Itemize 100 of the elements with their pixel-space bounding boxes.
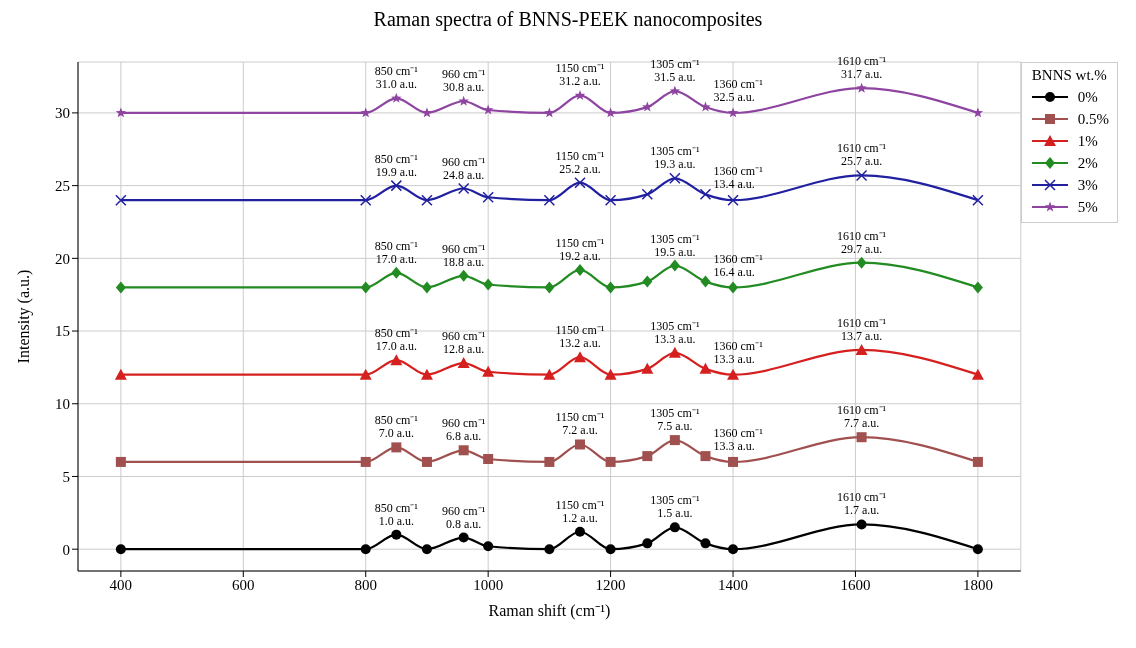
point <box>856 82 867 93</box>
point <box>728 544 739 555</box>
point <box>972 281 983 294</box>
legend-title: BNNS wt.% <box>1030 67 1108 84</box>
x-tick-label: 1800 <box>962 576 993 593</box>
point <box>359 368 372 380</box>
point <box>115 456 126 467</box>
point <box>574 176 586 189</box>
point <box>390 354 403 366</box>
x-tick-label: 1000 <box>473 576 504 593</box>
point <box>605 456 616 467</box>
point <box>391 442 402 453</box>
point <box>544 544 555 555</box>
point <box>458 269 469 282</box>
point <box>391 529 402 540</box>
point <box>700 101 711 112</box>
point <box>483 278 494 291</box>
point <box>115 107 127 118</box>
point <box>359 194 372 206</box>
point <box>856 519 867 530</box>
point <box>574 263 585 276</box>
point <box>972 456 983 467</box>
annotation: 1610 cm⁻¹ 13.7 a.u. <box>836 315 887 343</box>
point <box>543 194 556 206</box>
legend-label: 0% <box>1077 88 1098 106</box>
point <box>669 522 680 533</box>
legend-label: 2% <box>1077 154 1098 172</box>
point <box>971 368 984 380</box>
point <box>700 451 711 462</box>
annotation: 1610 cm⁻¹ 7.7 a.u. <box>836 403 887 431</box>
annotation: 1305 cm⁻¹ 19.5 a.u. <box>650 231 700 259</box>
annotation: 1150 cm⁻¹ 13.2 a.u. <box>555 323 605 351</box>
annotation: 850 cm⁻¹ 31.0 a.u. <box>374 64 419 92</box>
annotation: 1305 cm⁻¹ 1.5 a.u. <box>650 493 700 521</box>
point <box>856 256 867 269</box>
point <box>421 544 432 555</box>
point <box>115 194 127 206</box>
chart-title: Raman spectra of BNNS-PEEK nanocomposites <box>372 8 764 33</box>
point <box>391 92 402 103</box>
point <box>482 191 494 203</box>
y-tick-label: 0 <box>62 541 70 558</box>
point <box>642 451 653 462</box>
annotation: 1610 cm⁻¹ 25.7 a.u. <box>836 141 887 169</box>
point <box>605 544 616 555</box>
point <box>544 281 555 294</box>
point <box>669 259 680 272</box>
annotation: 850 cm⁻¹ 7.0 a.u. <box>374 413 419 441</box>
annotation: 960 cm⁻¹ 30.8 a.u. <box>442 67 486 95</box>
point <box>642 538 653 549</box>
point <box>574 439 585 450</box>
point <box>972 194 984 206</box>
x-tick-label: 600 <box>232 576 255 593</box>
point <box>669 172 681 185</box>
point <box>483 541 494 552</box>
point <box>421 281 432 294</box>
y-axis-title: Intensity (a.u.) <box>14 269 33 364</box>
annotation: 1150 cm⁻¹ 7.2 a.u. <box>555 410 605 438</box>
point <box>115 544 126 555</box>
point <box>458 445 469 456</box>
point <box>544 456 555 467</box>
annotation: 1360 cm⁻¹ 13.3 a.u. <box>713 338 764 366</box>
point <box>458 532 469 543</box>
legend-label: 5% <box>1077 198 1098 216</box>
y-tick-label: 15 <box>55 323 70 340</box>
annotation: 850 cm⁻¹ 17.0 a.u. <box>374 238 419 266</box>
legend-label: 0.5% <box>1077 110 1109 128</box>
annotation: 1610 cm⁻¹ 1.7 a.u. <box>836 490 887 518</box>
annotation: 960 cm⁻¹ 18.8 a.u. <box>442 241 486 269</box>
point <box>727 107 739 118</box>
point <box>457 182 470 195</box>
annotation: 850 cm⁻¹ 17.0 a.u. <box>374 326 419 354</box>
y-tick-label: 25 <box>55 177 70 194</box>
point <box>543 368 556 380</box>
point <box>604 368 617 380</box>
y-tick-label: 5 <box>62 468 70 485</box>
point <box>360 281 371 294</box>
point <box>390 179 403 192</box>
point <box>391 266 402 279</box>
point <box>855 169 868 182</box>
point <box>641 188 654 201</box>
point <box>727 368 740 380</box>
annotation: 1150 cm⁻¹ 1.2 a.u. <box>555 497 605 525</box>
point <box>855 343 868 355</box>
point <box>727 194 739 206</box>
legend-label: 3% <box>1077 176 1098 194</box>
point <box>421 456 432 467</box>
annotation: 850 cm⁻¹ 1.0 a.u. <box>374 500 419 528</box>
y-tick-label: 10 <box>55 396 70 413</box>
annotation: 1360 cm⁻¹ 13.3 a.u. <box>713 426 764 454</box>
x-axis-title: Raman shift (cm⁻¹) <box>488 602 611 620</box>
annotation: 1305 cm⁻¹ 19.3 a.u. <box>650 144 700 172</box>
annotation: 960 cm⁻¹ 0.8 a.u. <box>442 503 486 531</box>
x-tick-label: 400 <box>109 576 133 593</box>
point <box>642 275 653 288</box>
annotation: 850 cm⁻¹ 19.9 a.u. <box>374 151 419 179</box>
annotation: 1360 cm⁻¹ 32.5 a.u. <box>713 77 764 105</box>
point <box>699 188 712 201</box>
point <box>604 194 617 206</box>
point <box>574 89 586 100</box>
x-tick-label: 1400 <box>718 576 749 593</box>
